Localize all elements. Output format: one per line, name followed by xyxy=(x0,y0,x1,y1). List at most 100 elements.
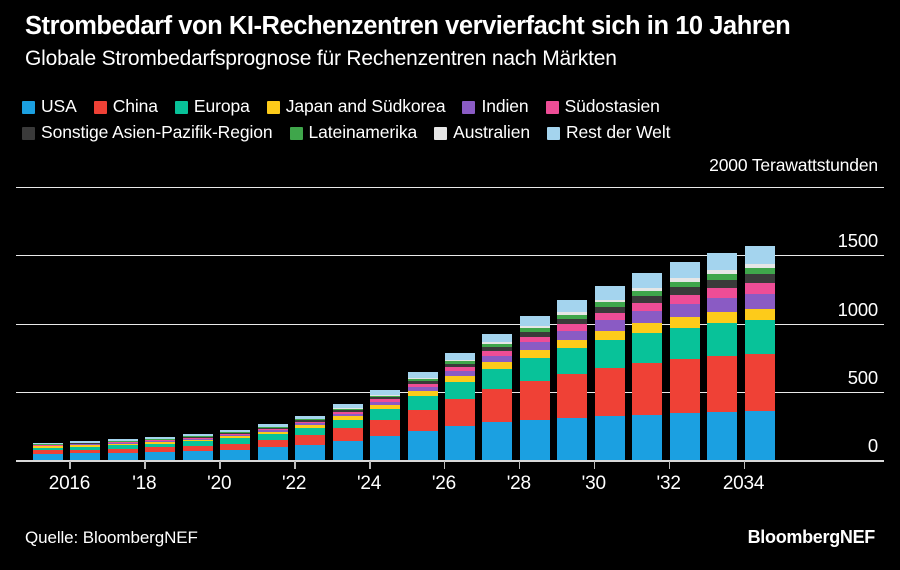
bar-segment xyxy=(444,398,475,426)
bar-segment xyxy=(182,434,213,436)
bar-segment xyxy=(669,262,700,279)
bar-segment xyxy=(744,410,775,460)
bar-segment xyxy=(332,419,363,429)
bar-2021[interactable] xyxy=(257,424,288,460)
bar-segment xyxy=(332,408,363,411)
bar-segment xyxy=(707,356,738,412)
bar-2033[interactable] xyxy=(707,253,738,460)
bar-segment xyxy=(669,281,700,288)
bar-segment xyxy=(407,383,438,387)
bar-2019[interactable] xyxy=(182,434,213,460)
bar-segment xyxy=(182,451,213,460)
legend-item-s-dostasien[interactable]: Südostasien xyxy=(545,98,660,116)
bar-segment xyxy=(482,388,513,423)
bar-segment xyxy=(744,274,775,283)
legend-item-indien[interactable]: Indien xyxy=(462,96,529,117)
bar-segment xyxy=(744,282,775,294)
bar-segment xyxy=(482,333,513,343)
bar-segment xyxy=(295,423,326,426)
x-axis-tick-label: '18 xyxy=(132,473,157,494)
bar-segment xyxy=(707,287,738,298)
bar-2025[interactable] xyxy=(407,372,438,460)
legend-item-label: Indien xyxy=(481,96,529,117)
bar-segment xyxy=(107,443,138,446)
x-axis-tick xyxy=(593,461,596,469)
legend-item-rest-der-welt[interactable]: Rest der Welt xyxy=(546,124,670,142)
bar-segment xyxy=(257,427,288,428)
legend-item-japan-and-s-dkorea[interactable]: Japan and Südkorea xyxy=(266,98,446,116)
bar-segment xyxy=(182,437,213,438)
bar-2027[interactable] xyxy=(482,333,513,460)
bar-2026[interactable] xyxy=(444,352,475,460)
bar-segment xyxy=(70,443,101,445)
bar-segment xyxy=(145,442,176,444)
bar-segment xyxy=(632,296,663,303)
bar-2023[interactable] xyxy=(332,404,363,460)
bar-segment xyxy=(145,441,176,443)
bar-2016[interactable] xyxy=(70,441,101,460)
bar-2017[interactable] xyxy=(107,439,138,460)
x-axis-tick-label: '28 xyxy=(506,473,531,494)
bar-segment xyxy=(594,306,625,313)
legend-item-usa[interactable]: USA xyxy=(22,98,77,116)
bar-segment xyxy=(744,264,775,268)
bar-segment xyxy=(407,386,438,392)
bar-2032[interactable] xyxy=(669,262,700,460)
legend-item-europa[interactable]: Europa xyxy=(174,96,250,117)
bar-segment xyxy=(707,297,738,313)
bar-segment xyxy=(519,350,550,358)
x-axis-tick xyxy=(443,461,446,469)
bar-segment xyxy=(70,441,101,443)
bar-2015[interactable] xyxy=(33,442,63,460)
bar-segment xyxy=(33,453,63,460)
legend-item-china[interactable]: China xyxy=(93,98,158,116)
bar-segment xyxy=(145,440,176,442)
bar-2029[interactable] xyxy=(557,300,588,460)
bar-2018[interactable] xyxy=(145,437,176,460)
x-axis-tick-label: '24 xyxy=(356,473,382,494)
bar-segment xyxy=(519,342,550,351)
bar-2031[interactable] xyxy=(632,273,663,460)
legend-item-australien[interactable]: Australien xyxy=(434,124,530,142)
bar-segment xyxy=(332,408,363,409)
legend-item-lateinamerika[interactable]: Lateinamerika xyxy=(289,124,417,142)
bar-2020[interactable] xyxy=(220,430,251,460)
bar-segment xyxy=(519,326,550,329)
bar-segment xyxy=(594,286,625,300)
bar-segment xyxy=(145,437,176,439)
x-axis-tick-label: '30 xyxy=(581,473,606,494)
x-axis-tick xyxy=(369,461,371,469)
bar-2034[interactable] xyxy=(744,246,775,460)
bar-2022[interactable] xyxy=(295,415,326,460)
bar-segment xyxy=(295,420,326,422)
legend-swatch-icon xyxy=(546,126,560,140)
x-axis-line xyxy=(16,460,884,462)
legend-item-sonstige-asien-pazifik-region[interactable]: Sonstige Asien-Pazifik-Region xyxy=(22,124,273,142)
legend-item-label: Europa xyxy=(193,96,250,117)
x-axis-tick xyxy=(219,461,221,469)
bar-segment xyxy=(107,442,138,443)
bar-segment xyxy=(594,312,625,321)
bar-segment xyxy=(707,273,738,281)
bar-segment xyxy=(444,376,475,382)
bar-segment xyxy=(70,449,101,454)
bar-segment xyxy=(182,441,213,446)
bar-2024[interactable] xyxy=(370,389,401,460)
bar-2028[interactable] xyxy=(519,316,550,460)
bar-segment xyxy=(370,397,401,400)
bar-segment xyxy=(33,446,63,448)
bar-segment xyxy=(257,430,288,432)
legend-item-label: USA xyxy=(41,96,77,117)
bar-segment xyxy=(557,318,588,324)
bar-segment xyxy=(594,320,625,332)
bar-segment xyxy=(182,437,213,439)
bar-segment xyxy=(295,425,326,429)
bar-segment xyxy=(632,302,663,312)
page-title: Strombedarf von KI-Rechenzentren vervier… xyxy=(25,12,791,40)
bar-segment xyxy=(669,359,700,414)
x-axis-tick-label: '22 xyxy=(282,473,307,494)
bar-2030[interactable] xyxy=(594,286,625,460)
chart-legend: USA China Europa Japan and Südkorea Indien Sü… xyxy=(22,96,890,144)
x-axis-tick xyxy=(144,461,146,469)
bar-segment xyxy=(370,419,401,437)
